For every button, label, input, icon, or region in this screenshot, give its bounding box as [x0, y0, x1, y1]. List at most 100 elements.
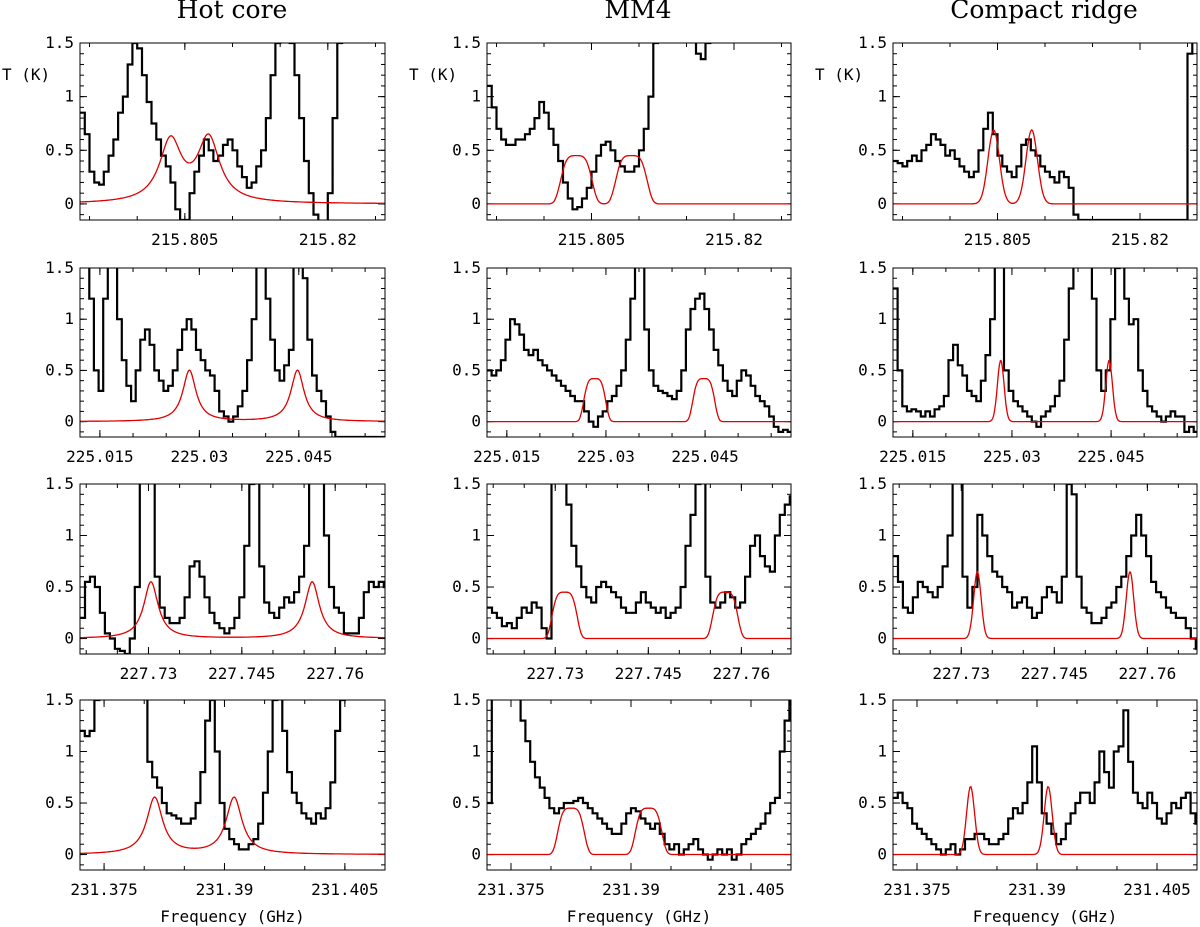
model-spectrum	[80, 581, 385, 639]
x-tick-label: 225.015	[66, 447, 133, 466]
column-title-hot-core: Hot core	[177, 0, 288, 24]
y-tick-label: 1.5	[45, 690, 74, 709]
x-tick-label: 225.03	[577, 447, 635, 466]
model-spectrum	[80, 369, 385, 422]
observed-spectrum	[80, 484, 385, 654]
y-tick-label: 1.5	[452, 33, 481, 52]
y-tick-label: 1.5	[858, 690, 887, 709]
y-tick-label: 1	[471, 87, 481, 106]
panel-mm4-row4: 0 0.5 1 1.5 231.375 231.39 231.405 Frequency (G…	[452, 690, 792, 926]
x-axis-title: Frequency (GHz)	[973, 907, 1118, 926]
panel-compact-ridge-row1: 0 0.5 1 1.5 215.805 215.82 T (K)	[815, 33, 1198, 249]
x-tick-label: 231.405	[1123, 880, 1190, 899]
y-tick-label: 0	[877, 629, 887, 648]
observed-spectrum	[487, 43, 712, 211]
y-tick-label: 0.5	[45, 577, 74, 596]
panel-frame	[486, 699, 792, 871]
x-tick-label: 215.805	[964, 230, 1031, 249]
y-tick-label: 0.5	[452, 577, 481, 596]
observed-spectrum	[487, 700, 791, 861]
x-tick-label: 227.73	[526, 664, 584, 683]
x-tick-label: 227.73	[932, 664, 990, 683]
x-tick-label: 215.805	[558, 230, 625, 249]
y-tick-label: 0	[877, 194, 887, 213]
model-spectrum	[893, 359, 1197, 423]
panel-hot-core-row1: 0 0.5 1 1.5 215.805 215.82 T (K)	[2, 33, 386, 249]
x-tick-label: 231.375	[70, 880, 137, 899]
x-tick-label: 231.405	[717, 880, 784, 899]
model-spectrum	[80, 133, 385, 204]
x-tick-label: 225.045	[671, 447, 738, 466]
panel-mm4-row3: 0 0.5 1 1.5 227.73 227.745 227.76	[452, 474, 792, 683]
panel-frame	[79, 483, 386, 655]
y-tick-label: 0.5	[452, 140, 481, 159]
x-tick-label: 231.405	[311, 880, 378, 899]
y-tick-label: 0	[471, 845, 481, 864]
x-tick-label: 225.015	[879, 447, 946, 466]
y-tick-label: 0	[64, 629, 74, 648]
y-tick-label: 1	[471, 309, 481, 328]
y-tick-label: 1	[877, 87, 887, 106]
x-tick-label: 227.76	[306, 664, 364, 683]
observed-spectrum	[893, 484, 1197, 650]
y-tick-label: 0.5	[858, 793, 887, 812]
panel-frame	[486, 483, 792, 655]
observed-spectrum	[88, 268, 385, 437]
panel-frame	[79, 267, 386, 438]
x-tick-label: 231.39	[602, 880, 660, 899]
y-tick-label: 0	[64, 845, 74, 864]
observed-spectrum	[487, 484, 791, 640]
observed-spectrum	[80, 43, 344, 220]
x-axis-title: Frequency (GHz)	[160, 907, 305, 926]
y-tick-label: 1	[471, 742, 481, 761]
y-tick-label: 1	[64, 309, 74, 328]
y-tick-label: 0	[471, 194, 481, 213]
x-tick-label: 225.045	[1077, 447, 1144, 466]
x-tick-label: 215.82	[1111, 230, 1169, 249]
x-tick-label: 231.39	[196, 880, 254, 899]
y-tick-label: 0	[471, 629, 481, 648]
x-tick-label: 227.745	[208, 664, 275, 683]
x-axis-title: Frequency (GHz)	[567, 907, 712, 926]
panel-hot-core-row3: 0 0.5 1 1.5 227.73 227.745 227.76	[45, 474, 386, 683]
y-tick-label: 1	[471, 526, 481, 545]
x-tick-label: 227.76	[712, 664, 770, 683]
model-spectrum	[487, 591, 791, 640]
y-tick-label: 1.5	[452, 474, 481, 493]
x-tick-label: 231.39	[1008, 880, 1066, 899]
y-tick-label: 0	[471, 412, 481, 431]
y-tick-label: 0.5	[45, 793, 74, 812]
observed-spectrum	[80, 700, 346, 851]
x-tick-label: 231.375	[477, 880, 544, 899]
panel-frame	[892, 483, 1198, 655]
x-tick-label: 227.73	[120, 664, 178, 683]
y-tick-label: 1.5	[452, 258, 481, 277]
y-tick-label: 0.5	[45, 140, 74, 159]
y-axis-title: T (K)	[409, 65, 457, 84]
y-tick-label: 1	[877, 526, 887, 545]
x-tick-label: 215.82	[705, 230, 763, 249]
y-axis-title: T (K)	[815, 65, 863, 84]
observed-spectrum	[893, 268, 1197, 433]
y-tick-label: 1.5	[452, 690, 481, 709]
y-tick-label: 1.5	[858, 33, 887, 52]
x-tick-label: 225.03	[983, 447, 1041, 466]
model-spectrum	[893, 785, 1197, 856]
panel-frame	[79, 42, 386, 221]
panel-frame	[486, 42, 792, 221]
panel-frame	[892, 42, 1198, 221]
x-tick-label: 227.745	[615, 664, 682, 683]
column-title-compact-ridge: Compact ridge	[950, 0, 1138, 24]
y-tick-label: 0.5	[858, 360, 887, 379]
y-tick-label: 0	[64, 194, 74, 213]
y-tick-label: 0	[64, 412, 74, 431]
y-axis-title: T (K)	[2, 65, 50, 84]
model-spectrum	[487, 154, 791, 205]
panel-frame	[892, 267, 1198, 438]
y-tick-label: 0.5	[45, 360, 74, 379]
y-tick-label: 1	[877, 742, 887, 761]
model-spectrum	[893, 570, 1197, 640]
panel-frame	[486, 267, 792, 438]
y-tick-label: 1.5	[45, 33, 74, 52]
